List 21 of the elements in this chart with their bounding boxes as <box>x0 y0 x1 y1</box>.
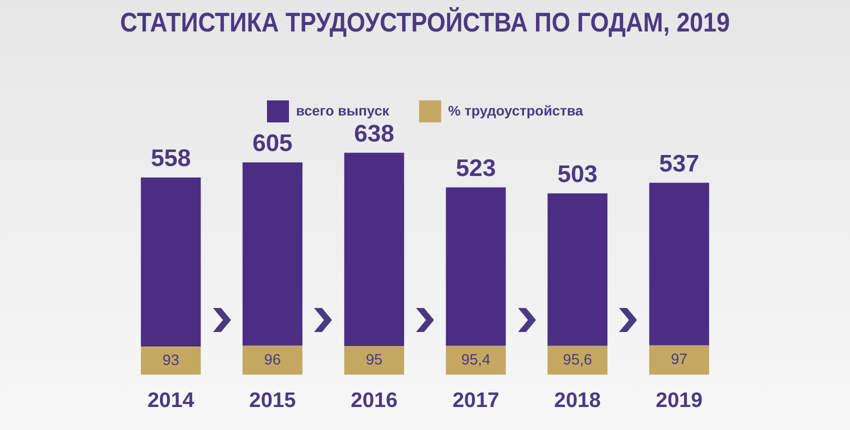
data-label: 97 <box>670 351 688 368</box>
data-label: 95,4 <box>461 351 490 368</box>
data-label: 537 <box>659 150 700 178</box>
x-tick-label: 2014 <box>147 389 195 412</box>
legend-label: % трудоустройства <box>448 102 584 118</box>
data-label: 558 <box>150 145 191 172</box>
data-label: 95 <box>366 352 383 369</box>
data-label: 605 <box>252 130 293 158</box>
data-label: 523 <box>456 155 496 182</box>
chart-title: СТАТИСТИКА ТРУДОУСТРОЙСТВА ПО ГОДАМ, 2019 <box>120 6 730 38</box>
data-label: 95,6 <box>562 351 592 368</box>
x-tick-label: 2016 <box>350 389 398 412</box>
data-label: 503 <box>557 161 598 188</box>
x-tick-label: 2017 <box>452 389 500 412</box>
data-label: 96 <box>264 351 281 368</box>
legend-label: всего выпуск <box>296 102 390 118</box>
x-tick-label: 2015 <box>249 389 296 412</box>
x-tick-label: 2019 <box>656 389 703 412</box>
data-label: 638 <box>354 120 394 148</box>
x-tick-label: 2018 <box>554 389 602 412</box>
data-label: 93 <box>162 352 180 369</box>
